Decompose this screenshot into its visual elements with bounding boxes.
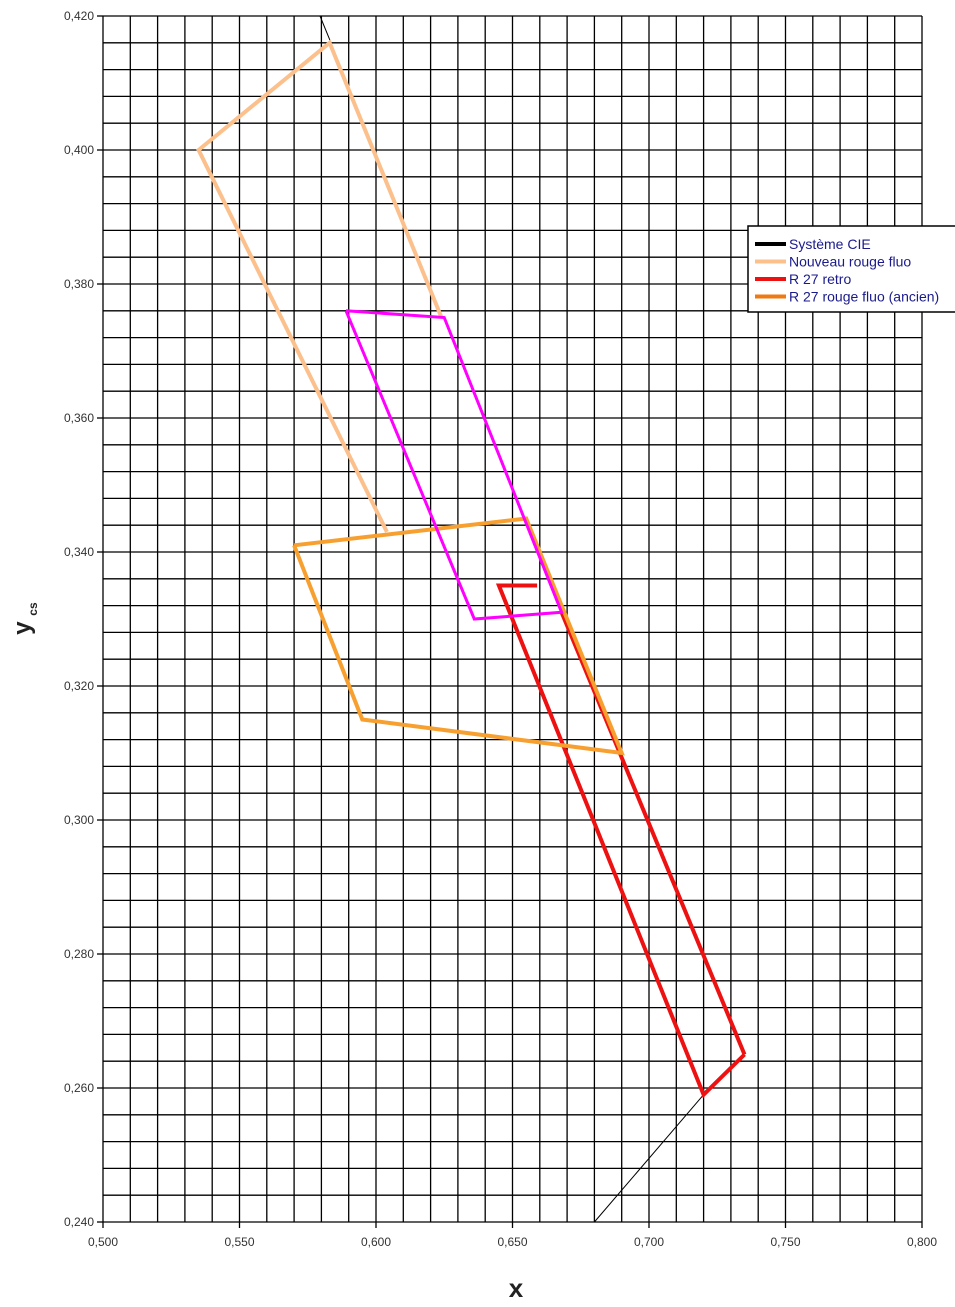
legend-label: Système CIE [789, 236, 871, 252]
legend-label: R 27 rouge fluo (ancien) [789, 289, 939, 305]
y-tick-label: 0,260 [64, 1081, 94, 1095]
y-tick-label: 0,380 [64, 277, 94, 291]
series-line-1 [319, 15, 332, 43]
x-tick-label: 0,550 [224, 1235, 254, 1249]
x-tick-label: 0,600 [361, 1235, 391, 1249]
x-tick-label: 0,700 [634, 1235, 664, 1249]
y-tick-label: 0,420 [64, 9, 94, 23]
plot-series [196, 15, 747, 1223]
x-tick-label: 0,750 [770, 1235, 800, 1249]
y-tick-label: 0,280 [64, 947, 94, 961]
x-tick-label: 0,500 [88, 1235, 118, 1249]
series-line-4 [559, 611, 747, 1056]
y-tick-label: 0,340 [64, 545, 94, 559]
y-axis-title-main: y [9, 621, 36, 635]
grid [97, 15, 923, 1228]
x-tick-label: 0,650 [497, 1235, 527, 1249]
y-axis-title-sub: cs [26, 602, 40, 616]
y-tick-label: 0,240 [64, 1215, 94, 1229]
series-line-0 [594, 1094, 704, 1223]
y-axis-title: y cs [9, 602, 40, 635]
series-line-6 [344, 309, 564, 621]
x-tick-label: 0,800 [907, 1235, 937, 1249]
legend-label: Nouveau rouge fluo [789, 254, 911, 270]
x-axis-title: x [509, 1273, 524, 1303]
series-line-3 [495, 583, 746, 1099]
series-line-2 [196, 39, 444, 533]
y-tick-label: 0,360 [64, 411, 94, 425]
y-tick-label: 0,400 [64, 143, 94, 157]
y-tick-label: 0,300 [64, 813, 94, 827]
legend-label: R 27 retro [789, 271, 851, 287]
y-tick-label: 0,320 [64, 679, 94, 693]
series-line-5 [292, 516, 625, 756]
tick-labels: 0,500 0,550 0,600 0,650 0,700 0,750 0,800 0,240… [64, 9, 937, 1249]
